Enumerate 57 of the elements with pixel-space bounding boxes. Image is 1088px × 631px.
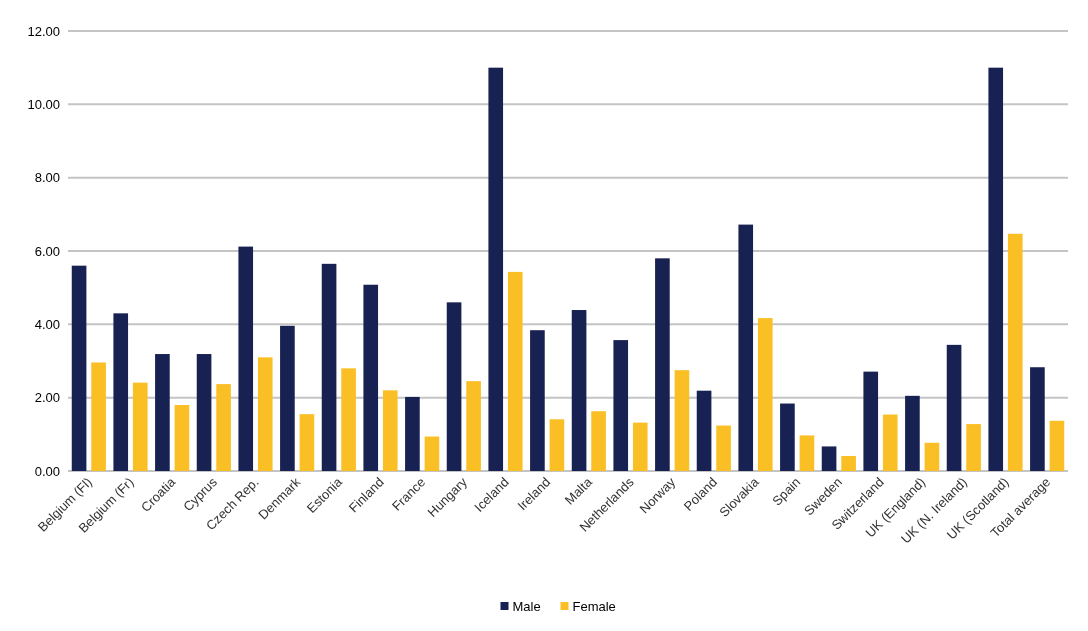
bar (1030, 367, 1045, 471)
bar (716, 425, 731, 471)
bar (488, 67, 504, 471)
bar (71, 265, 87, 471)
bar (91, 362, 106, 471)
y-tick-label: 2.00 (34, 390, 60, 406)
bar (821, 446, 837, 471)
bar (257, 357, 273, 471)
bar (613, 340, 629, 471)
legend-label: Female (572, 599, 616, 614)
bar (966, 424, 981, 471)
bar (988, 67, 1004, 471)
bar (655, 258, 670, 471)
bar (280, 325, 295, 471)
bar (549, 419, 565, 471)
bar (382, 390, 398, 471)
bar (863, 371, 879, 471)
bar (341, 368, 356, 471)
bar (757, 318, 773, 471)
bar (363, 284, 379, 471)
bar (841, 455, 856, 471)
y-tick-label: 10.00 (27, 96, 60, 112)
bar (780, 403, 795, 471)
bar (882, 414, 898, 471)
bar (466, 381, 481, 471)
bar (446, 302, 462, 471)
bar (216, 384, 231, 471)
bar (696, 390, 712, 471)
bar (571, 310, 587, 471)
bar (132, 382, 148, 471)
bar (424, 436, 440, 471)
y-tick-label: 12.00 (27, 23, 60, 39)
bar (905, 395, 920, 471)
y-tick-label: 0.00 (34, 463, 60, 479)
bar (1049, 420, 1065, 471)
y-tick-label: 6.00 (34, 243, 60, 259)
bar (507, 271, 523, 471)
bar (674, 370, 690, 471)
bar (196, 354, 212, 471)
bar (924, 442, 940, 471)
bar (238, 246, 254, 471)
bar (591, 411, 606, 471)
bar (799, 435, 815, 471)
bar (113, 313, 129, 471)
y-tick-label: 8.00 (34, 170, 60, 186)
bar (321, 263, 337, 471)
legend-label: Male (512, 599, 541, 614)
bar (738, 224, 754, 471)
bar (155, 354, 170, 471)
bar (405, 396, 420, 471)
bar (299, 414, 315, 471)
bar (1007, 233, 1023, 471)
bar (174, 405, 190, 471)
bar (946, 344, 962, 471)
y-tick-label: 4.00 (34, 316, 60, 332)
bar (530, 330, 545, 471)
bar (632, 422, 648, 471)
